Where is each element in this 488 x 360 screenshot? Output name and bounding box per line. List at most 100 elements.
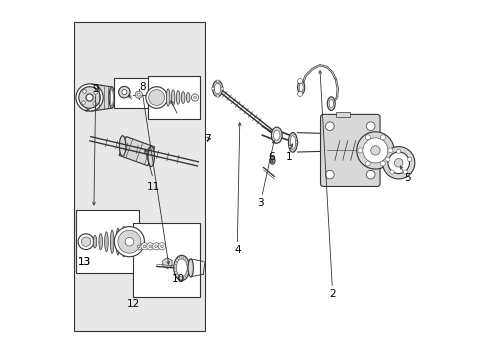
Bar <box>133 223 199 297</box>
Polygon shape <box>91 84 111 111</box>
Circle shape <box>93 102 96 105</box>
Text: 4: 4 <box>234 245 240 255</box>
Circle shape <box>387 152 408 174</box>
Circle shape <box>295 141 297 143</box>
Circle shape <box>135 243 142 250</box>
Circle shape <box>137 245 140 248</box>
Ellipse shape <box>176 91 180 104</box>
Ellipse shape <box>273 130 280 140</box>
Ellipse shape <box>109 87 114 108</box>
Circle shape <box>122 90 126 95</box>
Ellipse shape <box>110 230 114 253</box>
Text: 3: 3 <box>257 198 264 208</box>
Text: 5: 5 <box>404 173 410 183</box>
Circle shape <box>118 230 141 253</box>
Ellipse shape <box>299 83 303 92</box>
Text: 7: 7 <box>204 134 211 144</box>
Circle shape <box>380 135 385 140</box>
Circle shape <box>325 170 333 179</box>
Ellipse shape <box>269 156 274 164</box>
Ellipse shape <box>271 127 282 143</box>
Circle shape <box>148 90 164 105</box>
Circle shape <box>221 87 223 90</box>
Circle shape <box>407 157 411 161</box>
Circle shape <box>216 94 219 97</box>
Circle shape <box>81 101 85 104</box>
Circle shape <box>141 243 148 250</box>
Ellipse shape <box>326 97 335 111</box>
Circle shape <box>288 145 290 148</box>
Polygon shape <box>119 136 154 166</box>
Circle shape <box>143 245 146 248</box>
Ellipse shape <box>187 259 193 277</box>
Circle shape <box>145 87 167 108</box>
Ellipse shape <box>181 91 184 103</box>
Text: 6: 6 <box>267 152 274 162</box>
Text: 2: 2 <box>328 289 335 299</box>
Circle shape <box>152 243 160 250</box>
Circle shape <box>119 86 130 98</box>
Ellipse shape <box>212 81 222 96</box>
Text: 12: 12 <box>126 299 140 309</box>
Ellipse shape <box>99 234 102 250</box>
Circle shape <box>94 91 97 94</box>
Circle shape <box>146 243 154 250</box>
FancyBboxPatch shape <box>320 114 379 186</box>
Circle shape <box>154 245 157 248</box>
Ellipse shape <box>328 99 333 108</box>
Circle shape <box>325 122 333 131</box>
Circle shape <box>114 226 144 257</box>
Ellipse shape <box>148 146 154 167</box>
Circle shape <box>356 132 393 169</box>
Bar <box>147 76 199 119</box>
Circle shape <box>78 234 94 249</box>
Text: 10: 10 <box>171 274 184 284</box>
Circle shape <box>76 84 103 111</box>
Ellipse shape <box>166 89 169 106</box>
Bar <box>113 78 149 108</box>
Circle shape <box>216 80 219 83</box>
Circle shape <box>366 170 374 179</box>
Circle shape <box>191 94 198 101</box>
Circle shape <box>382 147 414 179</box>
Circle shape <box>82 90 86 93</box>
Text: 11: 11 <box>146 182 160 192</box>
Polygon shape <box>163 258 172 269</box>
Ellipse shape <box>110 89 113 106</box>
Circle shape <box>292 148 294 150</box>
Circle shape <box>387 148 392 153</box>
Text: 8: 8 <box>139 82 145 92</box>
Circle shape <box>365 161 369 166</box>
Ellipse shape <box>93 235 97 248</box>
Ellipse shape <box>288 132 297 152</box>
Circle shape <box>81 237 90 246</box>
Circle shape <box>135 91 142 98</box>
Circle shape <box>158 243 165 250</box>
Circle shape <box>380 161 385 166</box>
Ellipse shape <box>270 158 273 163</box>
Circle shape <box>137 93 140 96</box>
Circle shape <box>149 245 151 248</box>
Circle shape <box>297 78 302 84</box>
Ellipse shape <box>173 255 189 280</box>
Ellipse shape <box>104 232 108 252</box>
Text: 1: 1 <box>285 152 292 162</box>
Circle shape <box>366 122 374 131</box>
Ellipse shape <box>214 83 221 94</box>
Circle shape <box>86 94 93 101</box>
Text: 13: 13 <box>78 257 91 267</box>
Circle shape <box>357 148 362 153</box>
Circle shape <box>365 135 369 140</box>
Bar <box>74 22 204 330</box>
Circle shape <box>79 87 100 108</box>
Circle shape <box>211 87 214 90</box>
Circle shape <box>396 149 400 153</box>
Ellipse shape <box>176 259 187 277</box>
Ellipse shape <box>297 81 304 94</box>
Circle shape <box>292 134 294 136</box>
Circle shape <box>193 96 196 99</box>
Circle shape <box>297 91 302 96</box>
Text: 9: 9 <box>92 84 99 94</box>
Circle shape <box>125 237 133 246</box>
Text: 13: 13 <box>78 257 91 267</box>
